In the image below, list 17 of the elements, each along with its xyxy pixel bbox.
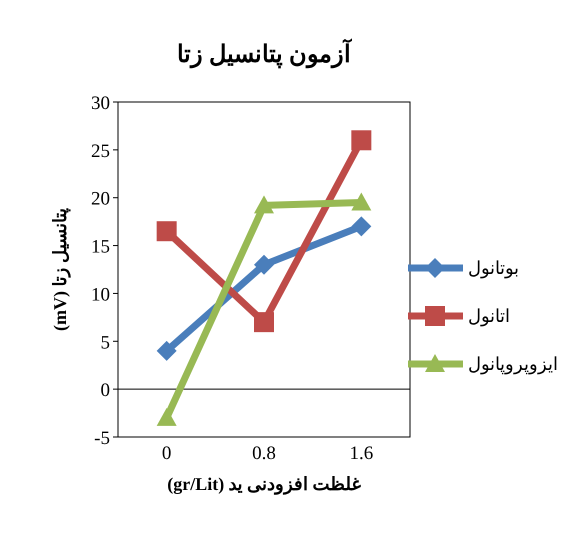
legend-label: بوتانول [468, 258, 519, 279]
chart-title: آزمون پتانسیل زتا [177, 38, 352, 69]
y-tick-label: 25 [91, 140, 110, 162]
x-tick-label: 0.8 [252, 443, 276, 464]
x-tick-label: 0 [162, 443, 172, 464]
y-tick-label: 0 [100, 380, 110, 402]
y-tick-label: -5 [94, 428, 110, 449]
x-tick-label: 1.6 [349, 443, 374, 464]
y-tick-label: 5 [100, 332, 110, 354]
y-tick-label: 15 [91, 236, 110, 258]
y-axis-title: پتانسیل زتا (mV) [50, 208, 71, 331]
legend-label: ایزوپروپانول [468, 354, 558, 375]
x-axis-title: غلظت افزودنی ید (gr/Lit) [167, 474, 362, 495]
y-tick-label: 20 [91, 188, 110, 210]
y-tick-label: 10 [91, 284, 110, 306]
legend-label: اتانول [468, 306, 510, 327]
y-tick-label: 30 [91, 93, 110, 114]
